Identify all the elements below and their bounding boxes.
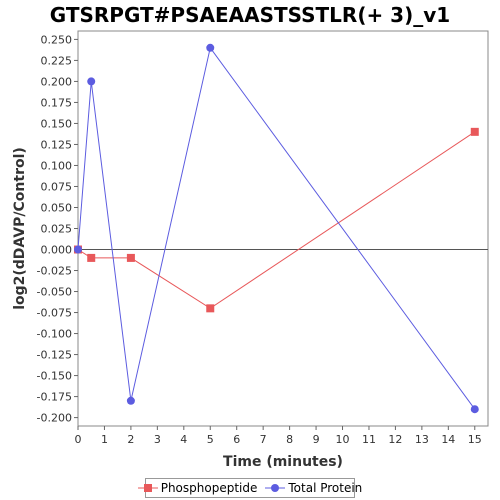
y-tick-label: 0.100 — [41, 159, 73, 172]
y-tick-label: 0.125 — [41, 138, 73, 151]
series-layer — [74, 43, 479, 414]
data-point — [87, 77, 96, 86]
data-point — [206, 304, 215, 313]
y-tick-label: 0.025 — [41, 223, 73, 236]
y-tick-label: 0.250 — [41, 33, 73, 46]
axes: -0.200 -0.175 -0.150 -0.125 -0.100 -0.075 -0.0… — [37, 33, 488, 446]
x-tick-label: 0 — [75, 433, 82, 446]
x-tick-label: 14 — [441, 433, 455, 446]
x-tick-label: 3 — [154, 433, 161, 446]
data-point — [206, 43, 215, 52]
x-tick-label: 4 — [180, 433, 187, 446]
x-tick-label: 1 — [101, 433, 108, 446]
data-point — [126, 396, 135, 405]
x-tick-label: 8 — [286, 433, 293, 446]
y-tick-label: -0.025 — [37, 265, 72, 278]
x-tick-label: 5 — [207, 433, 214, 446]
plot-frame — [77, 30, 489, 427]
y-tick-label: 0.200 — [41, 75, 73, 88]
y-tick-label: -0.050 — [37, 286, 72, 299]
data-point — [87, 253, 96, 262]
x-tick-label: 7 — [260, 433, 267, 446]
x-tick-label: 10 — [336, 433, 350, 446]
legend: Phosphopeptide Total Protein — [137, 478, 362, 498]
x-tick-label: 12 — [388, 433, 402, 446]
y-tick-label: 0.050 — [41, 201, 73, 214]
x-tick-label: 13 — [415, 433, 429, 446]
data-point — [470, 405, 479, 414]
x-tick-label: 6 — [233, 433, 240, 446]
data-point — [470, 127, 479, 136]
x-tick-label: 15 — [468, 433, 482, 446]
y-tick-label: -0.125 — [37, 349, 72, 362]
legend-marker-circle-icon — [265, 484, 286, 492]
y-tick-label: -0.150 — [37, 370, 72, 383]
y-axis-label: log2(dDAVP/Control) — [12, 147, 28, 310]
y-tick-label: -0.200 — [37, 412, 72, 425]
legend-marker-square-icon — [137, 484, 158, 492]
legend-label: Phosphopeptide — [160, 481, 258, 495]
legend-item-phosphopeptide: Phosphopeptide — [137, 481, 258, 495]
y-tick-label: 0.000 — [41, 244, 73, 257]
x-tick-label: 11 — [362, 433, 376, 446]
series-total-protein — [74, 43, 479, 414]
x-tick-label: 9 — [313, 433, 320, 446]
y-tick-label: 0.175 — [41, 96, 73, 109]
y-tick-label: 0.150 — [41, 117, 73, 130]
y-tick-label: 0.225 — [41, 54, 73, 67]
data-point — [74, 245, 82, 254]
x-tick-label: 2 — [127, 433, 134, 446]
data-point — [126, 253, 135, 262]
y-tick-label: -0.075 — [37, 307, 72, 320]
y-tick-label: 0.075 — [41, 180, 73, 193]
legend-item-total-protein: Total Protein — [265, 481, 362, 495]
x-axis-label: Time (minutes) — [223, 454, 343, 470]
legend-label: Total Protein — [288, 481, 363, 495]
y-tick-label: -0.175 — [37, 391, 72, 404]
y-tick-label: -0.100 — [37, 328, 72, 341]
chart-title: GTSRPGT#PSAEAASTSSTLR(+ 3)_v1 — [49, 3, 451, 27]
